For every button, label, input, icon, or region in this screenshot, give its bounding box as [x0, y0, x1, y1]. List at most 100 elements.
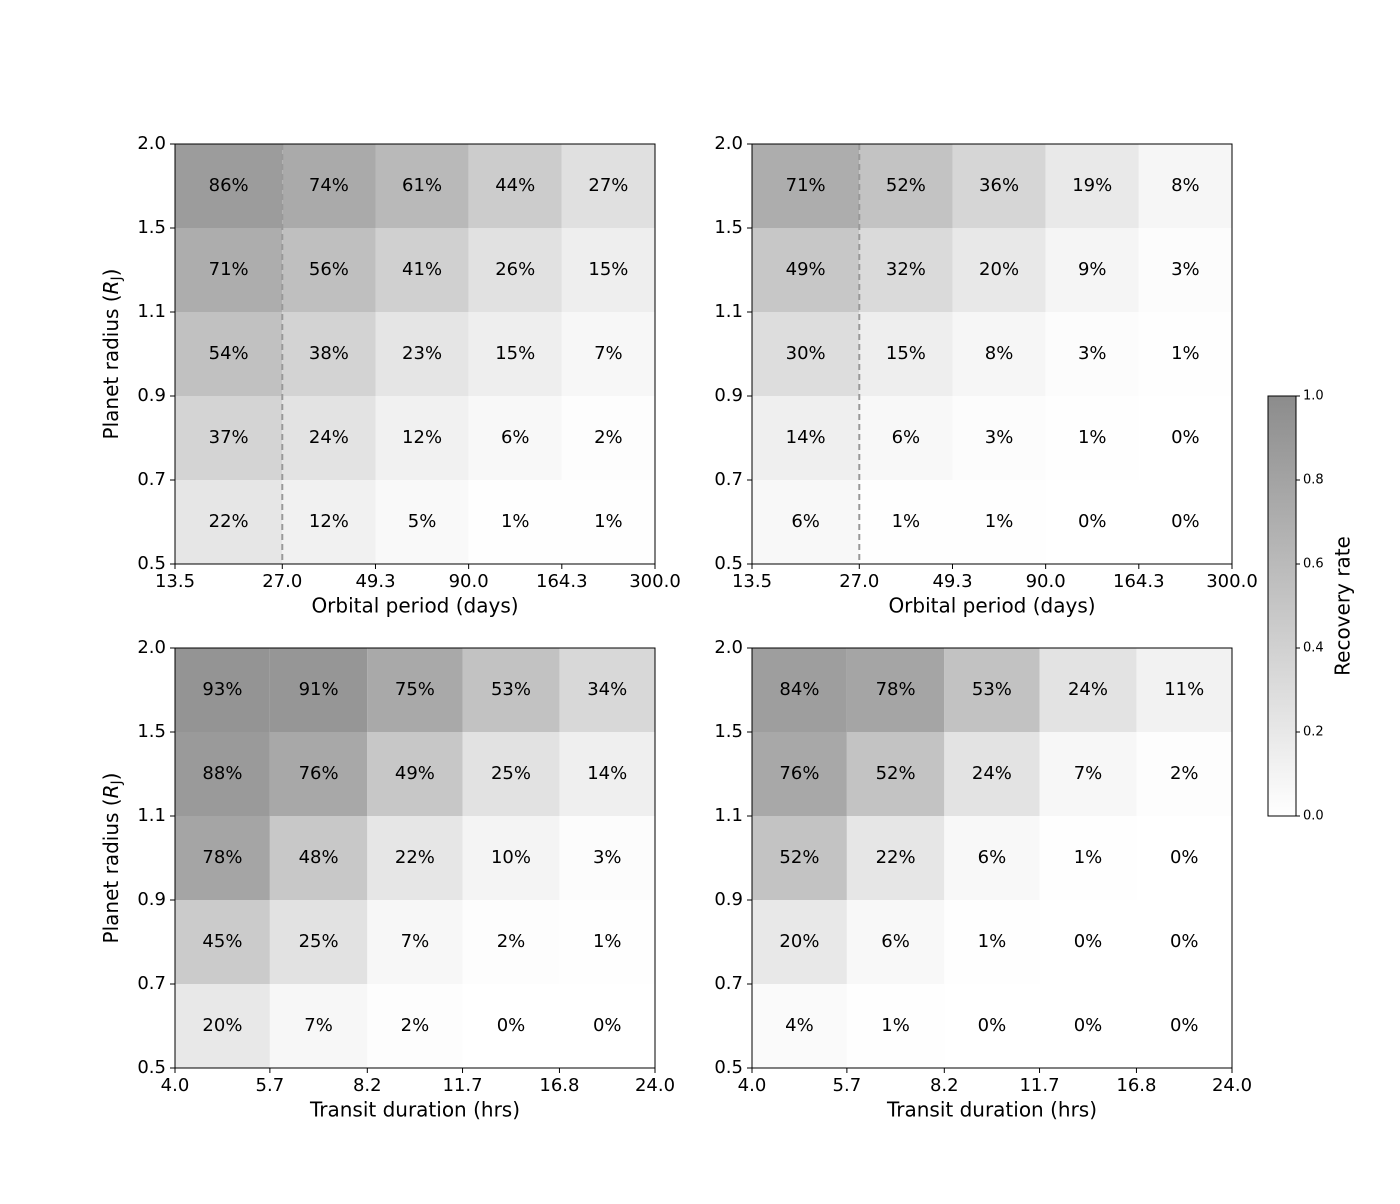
cell-label: 14%	[786, 427, 826, 448]
cell-label: 15%	[886, 343, 926, 364]
cell-label: 0%	[497, 1015, 526, 1036]
cell-label: 24%	[1068, 679, 1108, 700]
heatmap-cell	[752, 312, 860, 396]
heatmap-cell	[282, 144, 376, 228]
cell-label: 41%	[402, 259, 442, 280]
x-tick-label: 27.0	[262, 571, 302, 592]
y-tick-label: 1.1	[714, 805, 743, 826]
cell-label: 3%	[593, 847, 622, 868]
y-axis-label-part: J	[109, 780, 125, 785]
cell-label: 0%	[1171, 511, 1200, 532]
cell-label: 30%	[786, 343, 826, 364]
cell-label: 1%	[1078, 427, 1107, 448]
heatmap-cell	[367, 900, 463, 984]
heatmap-cell	[1039, 900, 1137, 984]
cell-label: 12%	[309, 511, 349, 532]
heatmap-cell	[175, 144, 283, 228]
y-tick-label: 0.5	[714, 553, 743, 574]
x-tick-label: 24.0	[1212, 1075, 1252, 1096]
heatmap-cell	[1138, 480, 1232, 564]
heatmap-cell	[952, 312, 1046, 396]
heatmap-cell	[375, 396, 469, 480]
colorbar-tick-label: 1.0	[1303, 389, 1324, 404]
heatmap-cell	[561, 144, 655, 228]
axes-frame	[751, 647, 1233, 1069]
cell-label: 0%	[978, 1015, 1007, 1036]
y-tick-label: 2.0	[137, 637, 166, 658]
cell-label: 25%	[491, 763, 531, 784]
cell-label: 15%	[495, 343, 535, 364]
cell-label: 7%	[304, 1015, 333, 1036]
cell-label: 24%	[309, 427, 349, 448]
heatmap-cell	[468, 144, 562, 228]
cell-label: 1%	[1074, 847, 1103, 868]
heatmap-cell	[1045, 228, 1139, 312]
cell-label: 32%	[886, 259, 926, 280]
y-axis-label: Planet radius (RJ)	[99, 773, 126, 944]
cell-label: 24%	[972, 763, 1012, 784]
cell-label: 53%	[972, 679, 1012, 700]
heatmap-cell	[462, 984, 560, 1068]
heatmap-cell	[468, 396, 562, 480]
cell-label: 6%	[501, 427, 530, 448]
x-tick-label: 13.5	[732, 571, 772, 592]
heatmap-cell	[175, 732, 270, 816]
heatmap-cell	[175, 984, 270, 1068]
y-tick-label: 0.9	[714, 889, 743, 910]
y-tick-label: 1.5	[137, 721, 166, 742]
heatmap-cell	[375, 144, 469, 228]
heatmap-cell	[752, 816, 847, 900]
cell-label: 6%	[881, 931, 910, 952]
cell-label: 0%	[593, 1015, 622, 1036]
cell-label: 53%	[491, 679, 531, 700]
heatmap-cell	[561, 396, 655, 480]
cell-label: 1%	[985, 511, 1014, 532]
x-tick-label: 4.0	[738, 1075, 767, 1096]
cell-label: 88%	[202, 763, 242, 784]
panel: 20% 7% 2% 0% 0% 45% 25% 7% 2% 1% 78% 48% 22% 10% 3% 88%…	[99, 637, 676, 1122]
heatmap-cell	[561, 228, 655, 312]
colorbar-label: Recovery rate	[1331, 536, 1355, 676]
panel: 4% 1% 0% 0% 0% 20% 6% 1% 0% 0% 52% 22% 6% 1% 0% 76% 52% 2…	[714, 637, 1252, 1122]
cell-label: 2%	[401, 1015, 430, 1036]
heatmap-cell	[375, 228, 469, 312]
heatmap-cell	[846, 732, 945, 816]
cell-label: 6%	[892, 427, 921, 448]
x-tick-label: 300.0	[1206, 571, 1258, 592]
heatmap-cell	[282, 480, 376, 564]
heatmap-cell	[859, 228, 953, 312]
cell-label: 91%	[299, 679, 339, 700]
heatmap-cell	[269, 816, 368, 900]
y-tick-label: 1.5	[137, 217, 166, 238]
heatmap-cell	[559, 648, 655, 732]
heatmap-cell	[952, 480, 1046, 564]
cell-label: 1%	[594, 511, 623, 532]
x-tick-label: 164.3	[536, 571, 588, 592]
colorbar: 0.0 0.2 0.4 0.6 0.8 1.0 Recovery rate	[1267, 389, 1355, 824]
heatmap-cell	[1039, 732, 1137, 816]
heatmap-cell	[269, 900, 368, 984]
cell-label: 56%	[309, 259, 349, 280]
cell-label: 71%	[786, 175, 826, 196]
x-axis-label: Orbital period (days)	[311, 594, 518, 618]
cell-label: 34%	[587, 679, 627, 700]
heatmap-cell	[952, 396, 1046, 480]
x-tick-label: 24.0	[635, 1075, 675, 1096]
cell-label: 75%	[395, 679, 435, 700]
heatmap-cell	[1138, 312, 1232, 396]
cell-label: 20%	[979, 259, 1019, 280]
heatmap-cell	[846, 816, 945, 900]
heatmap-cell	[1045, 144, 1139, 228]
heatmap-cell	[846, 984, 945, 1068]
cell-label: 45%	[202, 931, 242, 952]
cell-label: 27%	[588, 175, 628, 196]
y-tick-label: 2.0	[714, 133, 743, 154]
colorbar-tick-label: 0.2	[1303, 725, 1324, 740]
y-tick-label: 0.9	[714, 385, 743, 406]
cell-label: 1%	[1171, 343, 1200, 364]
heatmap-cell	[175, 816, 270, 900]
cell-label: 20%	[202, 1015, 242, 1036]
heatmap-cell	[282, 396, 376, 480]
y-axis-label-part: )	[99, 773, 123, 781]
heatmap-cell	[468, 480, 562, 564]
